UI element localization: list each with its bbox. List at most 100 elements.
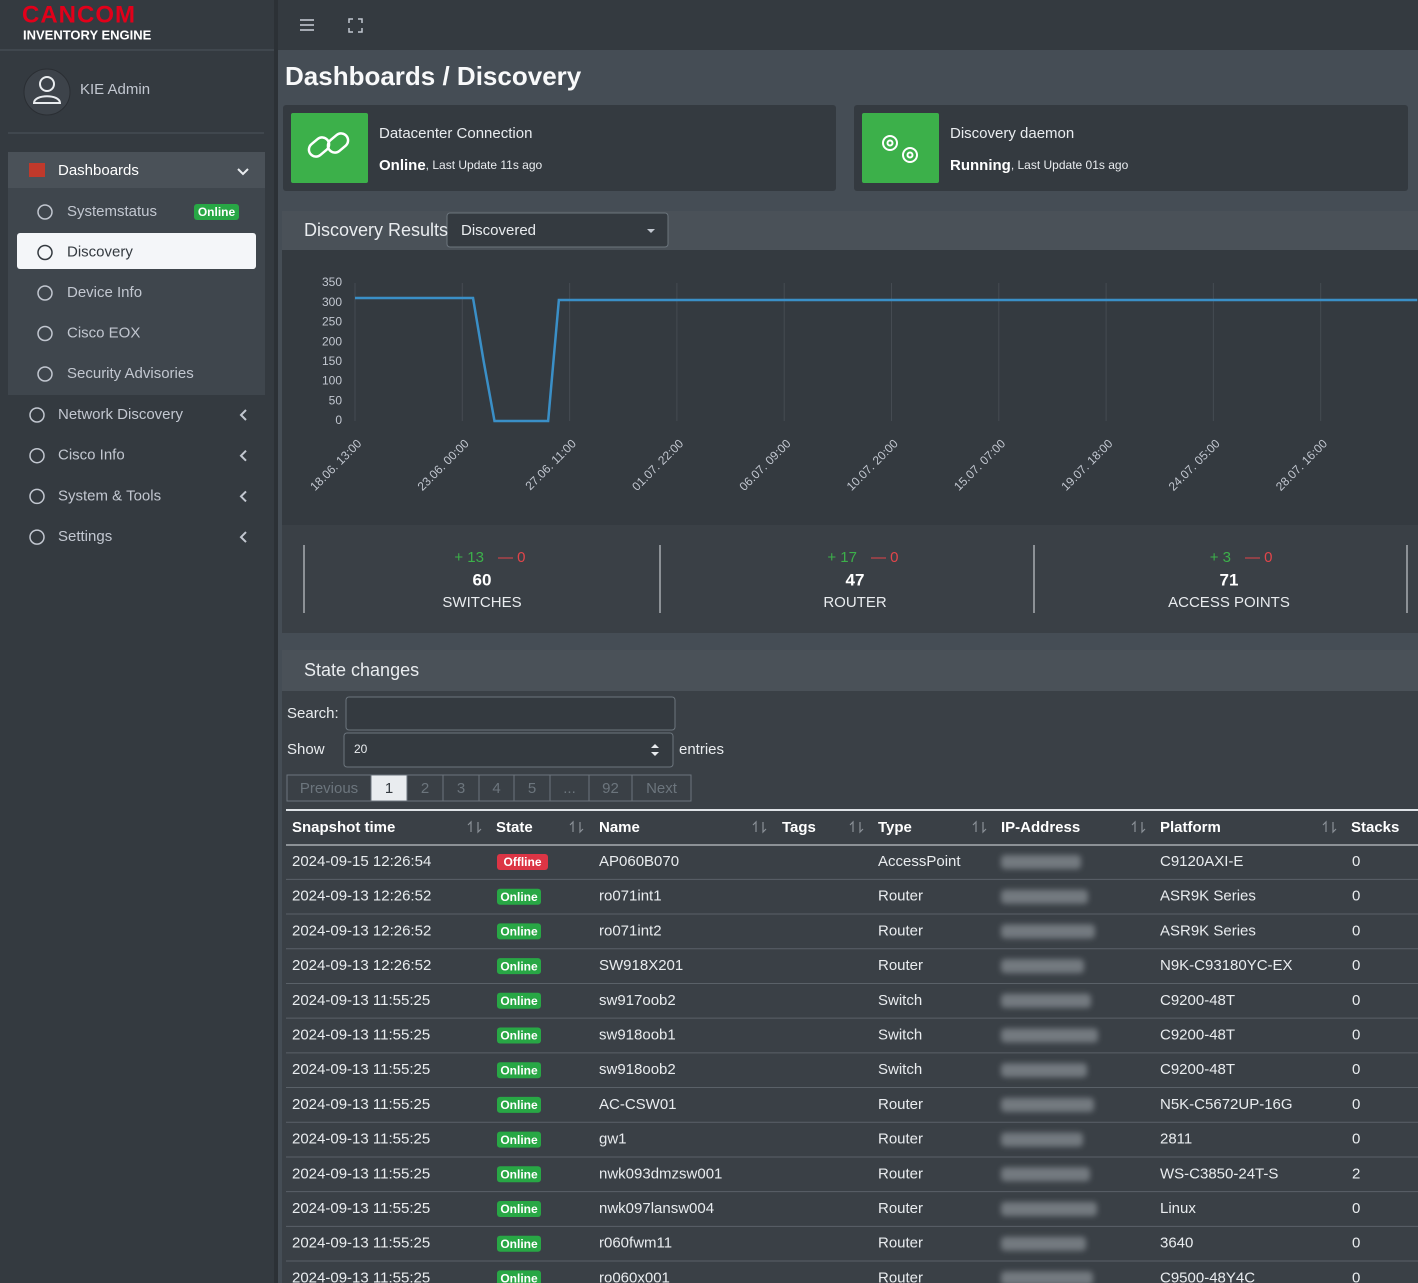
filter-value[interactable]: Discovered [461, 222, 536, 239]
page-label: Next [646, 780, 678, 797]
cell-platform: 3640 [1160, 1235, 1193, 1252]
status-state: Online [379, 157, 426, 174]
ip-redacted [1001, 1133, 1083, 1147]
ip-redacted [1001, 1167, 1090, 1181]
cell-name: nwk093dmzsw001 [599, 1165, 722, 1182]
status-state: Running [950, 157, 1011, 174]
stat-value: 60 [473, 570, 492, 589]
y-tick-label: 0 [335, 413, 342, 427]
nav-item[interactable]: Cisco Info [58, 447, 125, 464]
state-badge-text: Online [500, 1063, 538, 1077]
cell-time: 2024-09-13 12:26:52 [292, 957, 431, 974]
ip-redacted [1001, 1098, 1094, 1112]
ip-redacted [1001, 924, 1095, 938]
cell-name: nwk097lansw004 [599, 1200, 714, 1217]
brand-name: CANCOM [22, 1, 136, 28]
nav-subitem[interactable]: Security Advisories [67, 365, 194, 382]
user-name[interactable]: KIE Admin [80, 81, 150, 98]
results-title: Discovery Results [304, 220, 448, 240]
nav-item[interactable]: Network Discovery [58, 406, 184, 423]
status-detail: , Last Update 11s ago [426, 158, 543, 172]
cell-name: gw1 [599, 1131, 627, 1148]
page-label: ... [563, 780, 576, 797]
cell-name: AP060B070 [599, 853, 679, 870]
cell-type: Router [878, 1235, 923, 1252]
cell-type: Switch [878, 1026, 922, 1043]
state-badge-text: Online [500, 1167, 538, 1181]
column-header[interactable]: Tags [782, 819, 816, 836]
cell-stacks: 0 [1352, 1131, 1360, 1148]
page-label: Previous [300, 780, 358, 797]
y-tick-label: 150 [322, 354, 342, 368]
state-card-header [282, 650, 1418, 691]
top-bar [278, 0, 1418, 50]
page-label: 1 [385, 780, 393, 797]
entries-select[interactable] [344, 733, 673, 767]
column-header[interactable]: State [496, 819, 533, 836]
nav-active[interactable] [17, 233, 256, 269]
show-value[interactable]: 20 [354, 742, 368, 756]
ip-redacted [1001, 1271, 1093, 1283]
cell-stacks: 2 [1352, 1165, 1360, 1182]
column-header[interactable]: Snapshot time [292, 819, 395, 836]
state-badge-text: Online [500, 1272, 538, 1283]
cell-platform: C9500-48Y4C [1160, 1269, 1255, 1283]
nav-item[interactable]: Settings [58, 528, 112, 545]
page-label: 92 [602, 780, 619, 797]
cell-time: 2024-09-13 11:55:25 [292, 1096, 430, 1113]
cell-time: 2024-09-13 11:55:25 [292, 1200, 430, 1217]
cell-stacks: 0 [1352, 992, 1360, 1009]
cell-type: AccessPoint [878, 853, 961, 870]
column-header[interactable]: Stacks [1351, 819, 1399, 836]
state-badge-text: Online [500, 959, 538, 973]
nav-subitem[interactable]: Discovery [67, 243, 133, 260]
cell-time: 2024-09-13 11:55:25 [292, 1026, 430, 1043]
cell-type: Router [878, 1131, 923, 1148]
cell-stacks: 0 [1352, 1061, 1360, 1078]
cell-platform: N5K-C5672UP-16G [1160, 1096, 1293, 1113]
column-header[interactable]: Name [599, 819, 640, 836]
cell-stacks: 0 [1352, 1200, 1360, 1217]
cell-stacks: 0 [1352, 1269, 1360, 1283]
status-detail: , Last Update 01s ago [1011, 158, 1129, 172]
ip-redacted [1001, 1237, 1086, 1251]
cell-name: r060fwm11 [599, 1235, 672, 1252]
stat-added: + 13 [454, 549, 484, 566]
stat-added: + 17 [827, 549, 857, 566]
cell-platform: ASR9K Series [1160, 922, 1256, 939]
cell-name: ro060x001 [599, 1269, 670, 1283]
column-header[interactable]: Platform [1160, 819, 1221, 836]
cell-time: 2024-09-13 11:55:25 [292, 992, 430, 1009]
column-header[interactable]: IP-Address [1001, 819, 1080, 836]
badge-text: Online [198, 205, 236, 219]
stat-removed: — 0 [1245, 549, 1273, 566]
ip-redacted [1001, 855, 1081, 869]
cell-time: 2024-09-13 11:55:25 [292, 1165, 430, 1182]
state-badge-text: Online [500, 925, 538, 939]
ip-redacted [1001, 1063, 1087, 1077]
entries-label: entries [679, 741, 724, 758]
cell-type: Router [878, 888, 923, 905]
nav-subitem[interactable]: Systemstatus [67, 203, 157, 220]
stat-value: 47 [846, 570, 865, 589]
nav-item[interactable]: Dashboards [58, 162, 139, 179]
ip-redacted [1001, 959, 1084, 973]
status-title: Discovery daemon [950, 125, 1074, 142]
nav-subitem[interactable]: Cisco EOX [67, 324, 140, 341]
cell-platform: C9200-48T [1160, 1026, 1235, 1043]
column-header[interactable]: Type [878, 819, 912, 836]
cell-time: 2024-09-13 12:26:52 [292, 922, 431, 939]
nav-subitem[interactable]: Device Info [67, 284, 142, 301]
cell-platform: 2811 [1160, 1131, 1192, 1148]
state-badge-text: Online [500, 1133, 538, 1147]
state-badge-text: Online [500, 1202, 538, 1216]
cell-name: ro071int1 [599, 888, 662, 905]
search-input[interactable] [346, 697, 675, 730]
state-badge-text: Online [500, 890, 538, 904]
cell-name: SW918X201 [599, 957, 683, 974]
nav-item[interactable]: System & Tools [58, 487, 161, 504]
ip-redacted [1001, 1202, 1097, 1216]
status-title: Datacenter Connection [379, 125, 532, 142]
nav-group [8, 152, 265, 395]
